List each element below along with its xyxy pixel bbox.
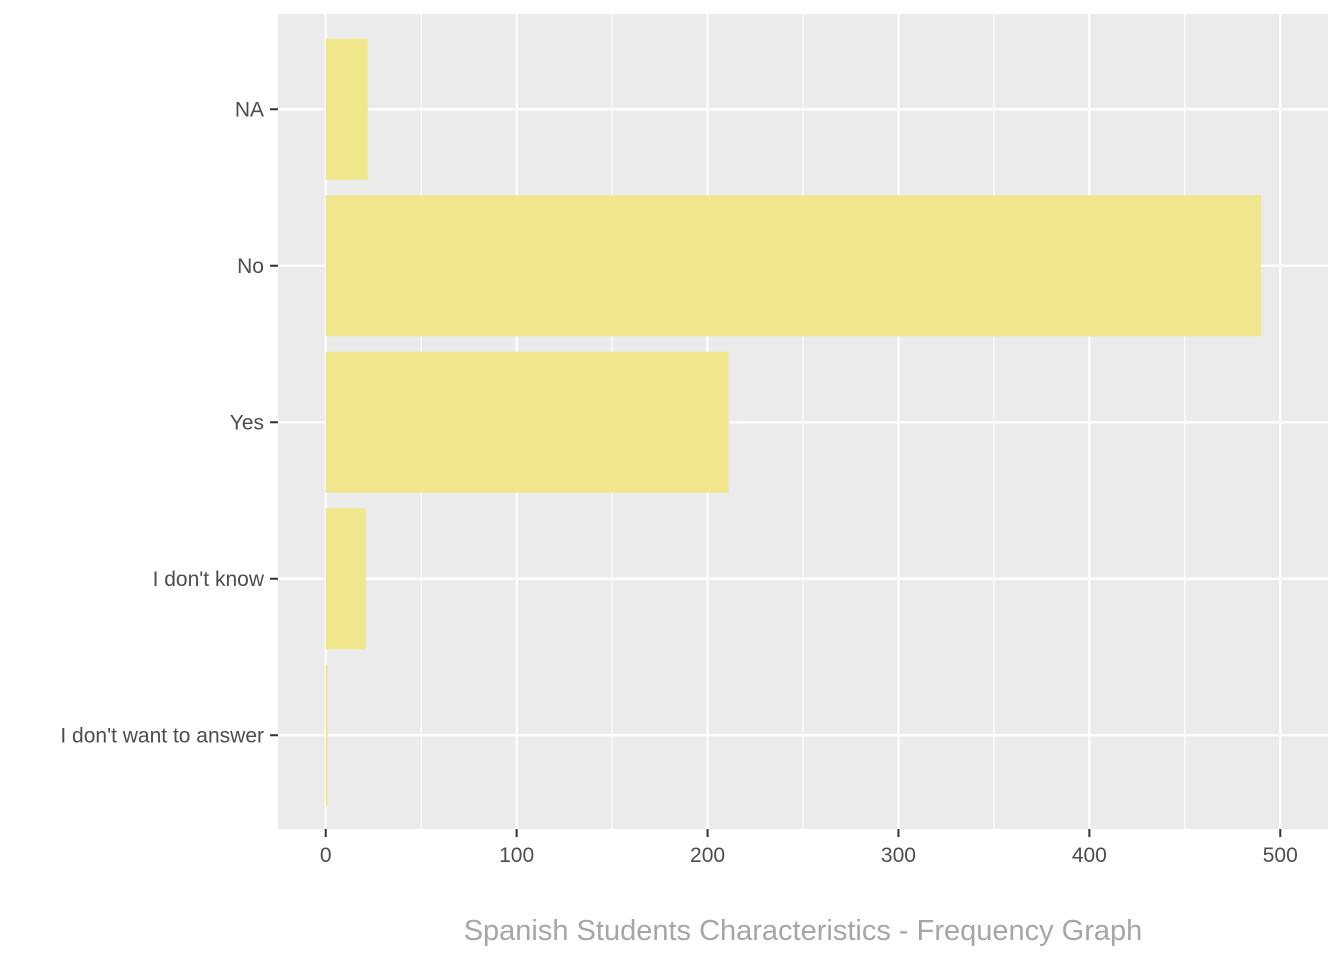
x-tick-label: 0 [320,844,332,867]
bar [325,38,368,180]
x-axis: 0 100 200 300 400 500 [320,829,1298,867]
bar [325,195,1262,337]
x-tick-label: 500 [1263,844,1298,867]
y-axis: NA No Yes I don't know I don't want to answe… [60,98,278,747]
x-tick-label: 100 [499,844,534,867]
bar [325,664,328,806]
y-tick-label: Yes [230,411,264,434]
y-tick-label: I don't want to answer [60,724,264,747]
y-tick-label: I don't know [153,568,265,591]
bar [325,351,729,493]
bar [325,508,366,650]
y-tick-label: NA [235,98,264,121]
x-tick-label: 300 [881,844,916,867]
x-tick-label: 400 [1072,844,1107,867]
y-tick-label: No [237,255,264,278]
x-tick-label: 200 [690,844,725,867]
bars [325,38,1262,806]
major-gridlines [278,14,1328,829]
x-axis-label: Spanish Students Characteristics - Frequ… [464,915,1143,947]
